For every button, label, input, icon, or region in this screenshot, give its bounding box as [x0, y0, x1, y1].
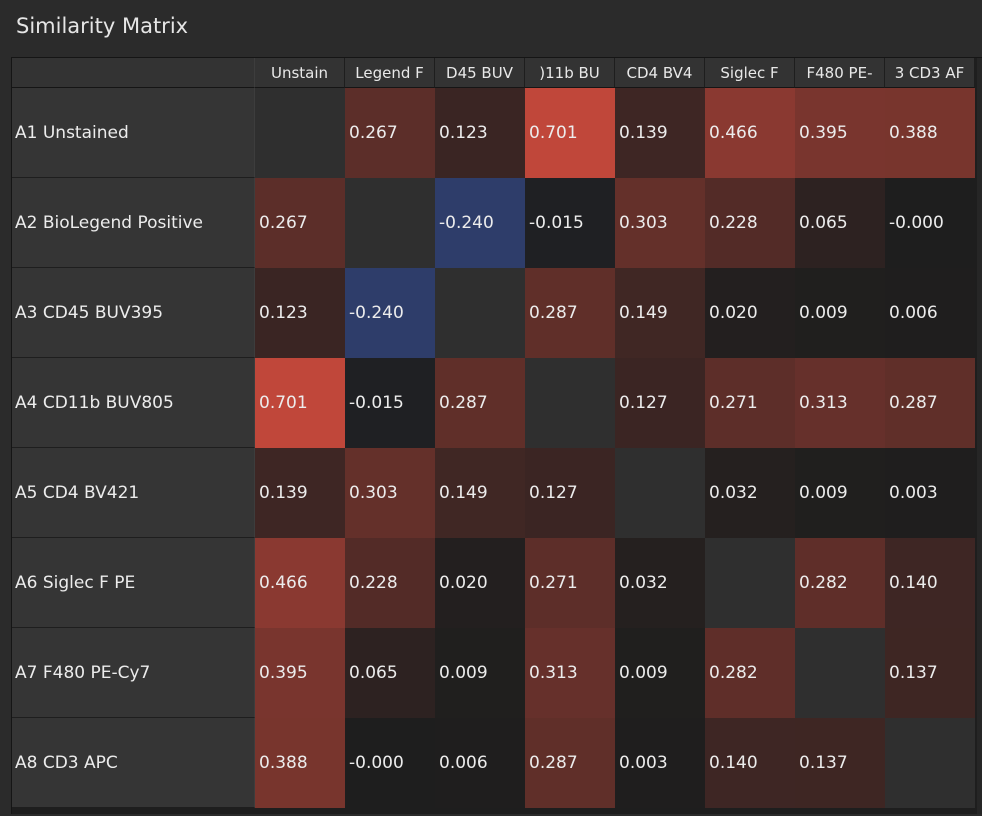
matrix-cell[interactable]: 0.020: [435, 538, 525, 628]
matrix-cell[interactable]: 0.123: [255, 268, 345, 358]
matrix-cell[interactable]: -0.240: [345, 268, 435, 358]
matrix-cell-diagonal[interactable]: [525, 358, 615, 448]
matrix-cell[interactable]: 0.287: [885, 358, 975, 448]
matrix-cell[interactable]: 0.003: [615, 718, 705, 808]
row-header[interactable]: A2 BioLegend Positive: [12, 178, 255, 268]
matrix-cell-diagonal[interactable]: [345, 178, 435, 268]
matrix-cell[interactable]: 0.127: [525, 448, 615, 538]
matrix-cell[interactable]: 0.287: [435, 358, 525, 448]
matrix-cell[interactable]: 0.282: [795, 538, 885, 628]
column-header[interactable]: Siglec F: [705, 58, 795, 88]
column-header-label: CD4 BV4: [626, 64, 693, 82]
matrix-cell[interactable]: 0.466: [705, 88, 795, 178]
row-header[interactable]: A8 CD3 APC: [12, 718, 255, 808]
matrix-corner: [12, 58, 255, 88]
row-header[interactable]: A6 Siglec F PE: [12, 538, 255, 628]
matrix-cell[interactable]: 0.003: [885, 448, 975, 538]
matrix-cell[interactable]: 0.701: [525, 88, 615, 178]
column-header-label: Legend F: [355, 64, 424, 82]
matrix-cell[interactable]: 0.149: [615, 268, 705, 358]
matrix-cell[interactable]: -0.240: [435, 178, 525, 268]
matrix-cell-diagonal[interactable]: [435, 268, 525, 358]
matrix-cell[interactable]: 0.287: [525, 718, 615, 808]
matrix-cell[interactable]: 0.395: [255, 628, 345, 718]
matrix-cell[interactable]: 0.228: [345, 538, 435, 628]
matrix-cell[interactable]: 0.271: [525, 538, 615, 628]
matrix-cell[interactable]: 0.313: [795, 358, 885, 448]
row-header[interactable]: A4 CD11b BUV805: [12, 358, 255, 448]
column-header[interactable]: Unstain: [255, 58, 345, 88]
matrix-cell[interactable]: 0.303: [345, 448, 435, 538]
matrix-cell[interactable]: 0.388: [255, 718, 345, 808]
column-header-label: Unstain: [270, 64, 329, 82]
column-header[interactable]: )11b BU: [525, 58, 615, 88]
column-header-label: D45 BUV: [446, 64, 513, 82]
matrix-cell[interactable]: 0.139: [255, 448, 345, 538]
row-header[interactable]: A5 CD4 BV421: [12, 448, 255, 538]
matrix-cell[interactable]: 0.466: [255, 538, 345, 628]
matrix-cell[interactable]: 0.313: [525, 628, 615, 718]
matrix-cell[interactable]: 0.020: [705, 268, 795, 358]
row-header[interactable]: A7 F480 PE-Cy7: [12, 628, 255, 718]
similarity-matrix-grid: Unstain Legend F D45 BUV )11b BU CD4 BV4 Sigl…: [11, 57, 982, 814]
matrix-cell[interactable]: 0.303: [615, 178, 705, 268]
matrix-cell[interactable]: 0.388: [885, 88, 975, 178]
row-header[interactable]: A1 Unstained: [12, 88, 255, 178]
column-header[interactable]: 3 CD3 AF: [885, 58, 975, 88]
matrix-cell[interactable]: 0.137: [885, 628, 975, 718]
matrix-cell[interactable]: 0.267: [345, 88, 435, 178]
matrix-cell[interactable]: 0.065: [345, 628, 435, 718]
matrix-cell-diagonal[interactable]: [885, 718, 975, 808]
matrix-cell[interactable]: 0.009: [435, 628, 525, 718]
row-header[interactable]: A3 CD45 BUV395: [12, 268, 255, 358]
matrix-cell[interactable]: 0.701: [255, 358, 345, 448]
matrix-cell[interactable]: -0.015: [345, 358, 435, 448]
matrix-cell[interactable]: 0.395: [795, 88, 885, 178]
column-header-label: )11b BU: [539, 64, 600, 82]
matrix-cell[interactable]: 0.139: [615, 88, 705, 178]
matrix-cell[interactable]: 0.065: [795, 178, 885, 268]
matrix-cell-diagonal[interactable]: [705, 538, 795, 628]
column-header[interactable]: Legend F: [345, 58, 435, 88]
column-header-label: 3 CD3 AF: [894, 64, 965, 82]
column-header-label: Siglec F: [720, 64, 779, 82]
matrix-cell[interactable]: 0.140: [885, 538, 975, 628]
matrix-cell[interactable]: 0.032: [615, 538, 705, 628]
matrix-cell[interactable]: 0.006: [885, 268, 975, 358]
matrix-cell-diagonal[interactable]: [615, 448, 705, 538]
column-header[interactable]: CD4 BV4: [615, 58, 705, 88]
matrix-cell[interactable]: -0.015: [525, 178, 615, 268]
matrix-cell[interactable]: 0.137: [795, 718, 885, 808]
matrix-cell[interactable]: 0.228: [705, 178, 795, 268]
matrix-cell[interactable]: 0.267: [255, 178, 345, 268]
column-header[interactable]: D45 BUV: [435, 58, 525, 88]
matrix-cell-diagonal[interactable]: [255, 88, 345, 178]
matrix-cell[interactable]: 0.282: [705, 628, 795, 718]
matrix-scroll-edge[interactable]: [977, 58, 982, 814]
matrix-cell[interactable]: 0.149: [435, 448, 525, 538]
matrix-cell[interactable]: 0.006: [435, 718, 525, 808]
matrix-cell[interactable]: -0.000: [345, 718, 435, 808]
matrix-cell[interactable]: 0.127: [615, 358, 705, 448]
column-header-label: F480 PE-: [806, 64, 873, 82]
matrix-cell[interactable]: 0.287: [525, 268, 615, 358]
matrix-cell[interactable]: 0.009: [795, 448, 885, 538]
panel-title: Similarity Matrix: [16, 14, 189, 38]
matrix-cell-diagonal[interactable]: [795, 628, 885, 718]
matrix-cell[interactable]: 0.009: [795, 268, 885, 358]
matrix-cell[interactable]: 0.123: [435, 88, 525, 178]
matrix-cell[interactable]: 0.140: [705, 718, 795, 808]
matrix-cell[interactable]: 0.271: [705, 358, 795, 448]
column-header[interactable]: F480 PE-: [795, 58, 885, 88]
matrix-cell[interactable]: 0.009: [615, 628, 705, 718]
matrix-cell[interactable]: -0.000: [885, 178, 975, 268]
matrix-cell[interactable]: 0.032: [705, 448, 795, 538]
